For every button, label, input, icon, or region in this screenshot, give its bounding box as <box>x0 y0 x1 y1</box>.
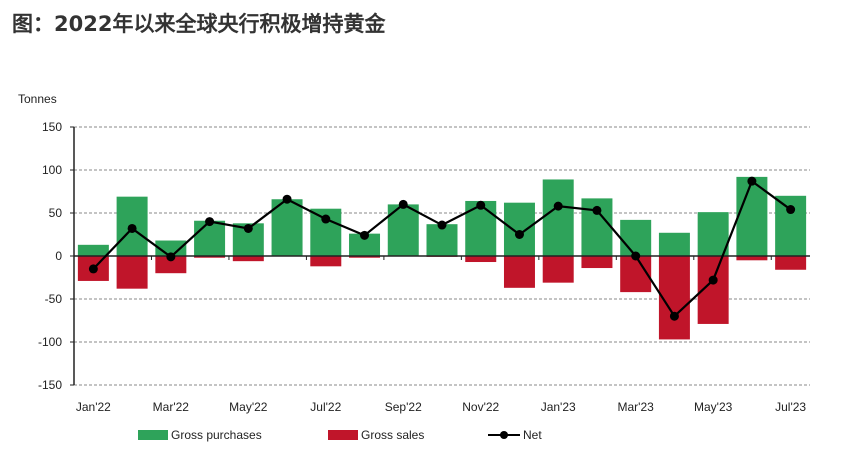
bar-gross-purchases <box>620 219 652 256</box>
bar-gross-purchases <box>775 195 807 256</box>
net-point <box>669 311 679 321</box>
y-tick-label: 50 <box>49 206 63 220</box>
net-point <box>708 275 718 285</box>
net-point <box>205 217 215 227</box>
red-swatch-icon <box>328 430 358 440</box>
y-tick-label: 100 <box>42 163 62 177</box>
x-tick-label: Sep'22 <box>385 400 422 414</box>
net-point <box>592 205 602 215</box>
bar-gross-sales <box>465 256 497 263</box>
bar-gross-sales <box>349 256 381 258</box>
bar-gross-purchases <box>271 199 303 256</box>
bar-gross-sales <box>116 256 148 289</box>
net-point <box>166 252 176 262</box>
net-point <box>631 251 641 261</box>
net-point <box>282 194 292 204</box>
net-point <box>553 201 563 211</box>
net-point <box>243 223 253 233</box>
legend-item-net: Net <box>488 428 542 442</box>
bar-gross-purchases <box>658 232 690 256</box>
bar-gross-sales <box>155 256 187 274</box>
bar-gross-sales <box>775 256 807 270</box>
chart-legend: Gross purchases Gross sales Net <box>0 428 854 448</box>
chart-title: 图：2022年以来全球央行积极增持黄金 <box>12 12 386 36</box>
bar-gross-purchases <box>349 233 381 256</box>
net-point <box>88 264 98 274</box>
legend-item-gross-purchases: Gross purchases <box>138 428 262 442</box>
net-point <box>476 200 486 210</box>
bar-gross-sales <box>581 256 613 269</box>
bar-gross-sales <box>658 256 690 340</box>
y-tick-label: -150 <box>38 378 62 392</box>
legend-label: Gross purchases <box>171 428 262 442</box>
legend-label: Net <box>523 428 542 442</box>
bar-gross-purchases <box>77 244 109 256</box>
legend-label: Gross sales <box>361 428 425 442</box>
y-tick-label: 150 <box>42 120 62 134</box>
bar-gross-sales <box>503 256 535 288</box>
y-tick-label: -50 <box>45 292 63 306</box>
x-tick-label: Mar'22 <box>153 400 190 414</box>
x-tick-label: Jan'23 <box>541 400 576 414</box>
x-tick-label: Jan'22 <box>76 400 111 414</box>
bar-gross-purchases <box>194 220 226 256</box>
net-point <box>321 214 331 224</box>
x-tick-label: Mar'23 <box>618 400 655 414</box>
x-tick-label: May'22 <box>229 400 268 414</box>
bar-gross-sales <box>232 256 264 262</box>
legend-item-gross-sales: Gross sales <box>328 428 424 442</box>
x-tick-label: Jul'22 <box>310 400 341 414</box>
green-swatch-icon <box>138 430 168 440</box>
bar-gross-sales <box>542 256 574 283</box>
net-point <box>786 205 796 215</box>
net-point <box>398 199 408 209</box>
bar-gross-purchases <box>697 212 729 256</box>
y-tick-label: 0 <box>55 249 62 263</box>
net-point <box>360 230 370 240</box>
x-tick-label: May'23 <box>694 400 733 414</box>
x-tick-label: Nov'22 <box>462 400 499 414</box>
bar-gross-sales <box>310 256 342 267</box>
net-point <box>514 230 524 239</box>
line-marker-icon <box>488 431 520 439</box>
net-point <box>127 223 137 233</box>
x-tick-label: Jul'23 <box>775 400 806 414</box>
y-tick-label: -100 <box>38 335 62 349</box>
y-axis-label: Tonnes <box>18 92 57 106</box>
bar-gross-sales <box>736 256 768 261</box>
net-point <box>437 220 447 230</box>
bar-gross-purchases <box>542 179 574 256</box>
bar-gross-sales <box>194 256 226 258</box>
bar-gross-purchases <box>503 202 535 256</box>
net-point <box>747 176 757 186</box>
